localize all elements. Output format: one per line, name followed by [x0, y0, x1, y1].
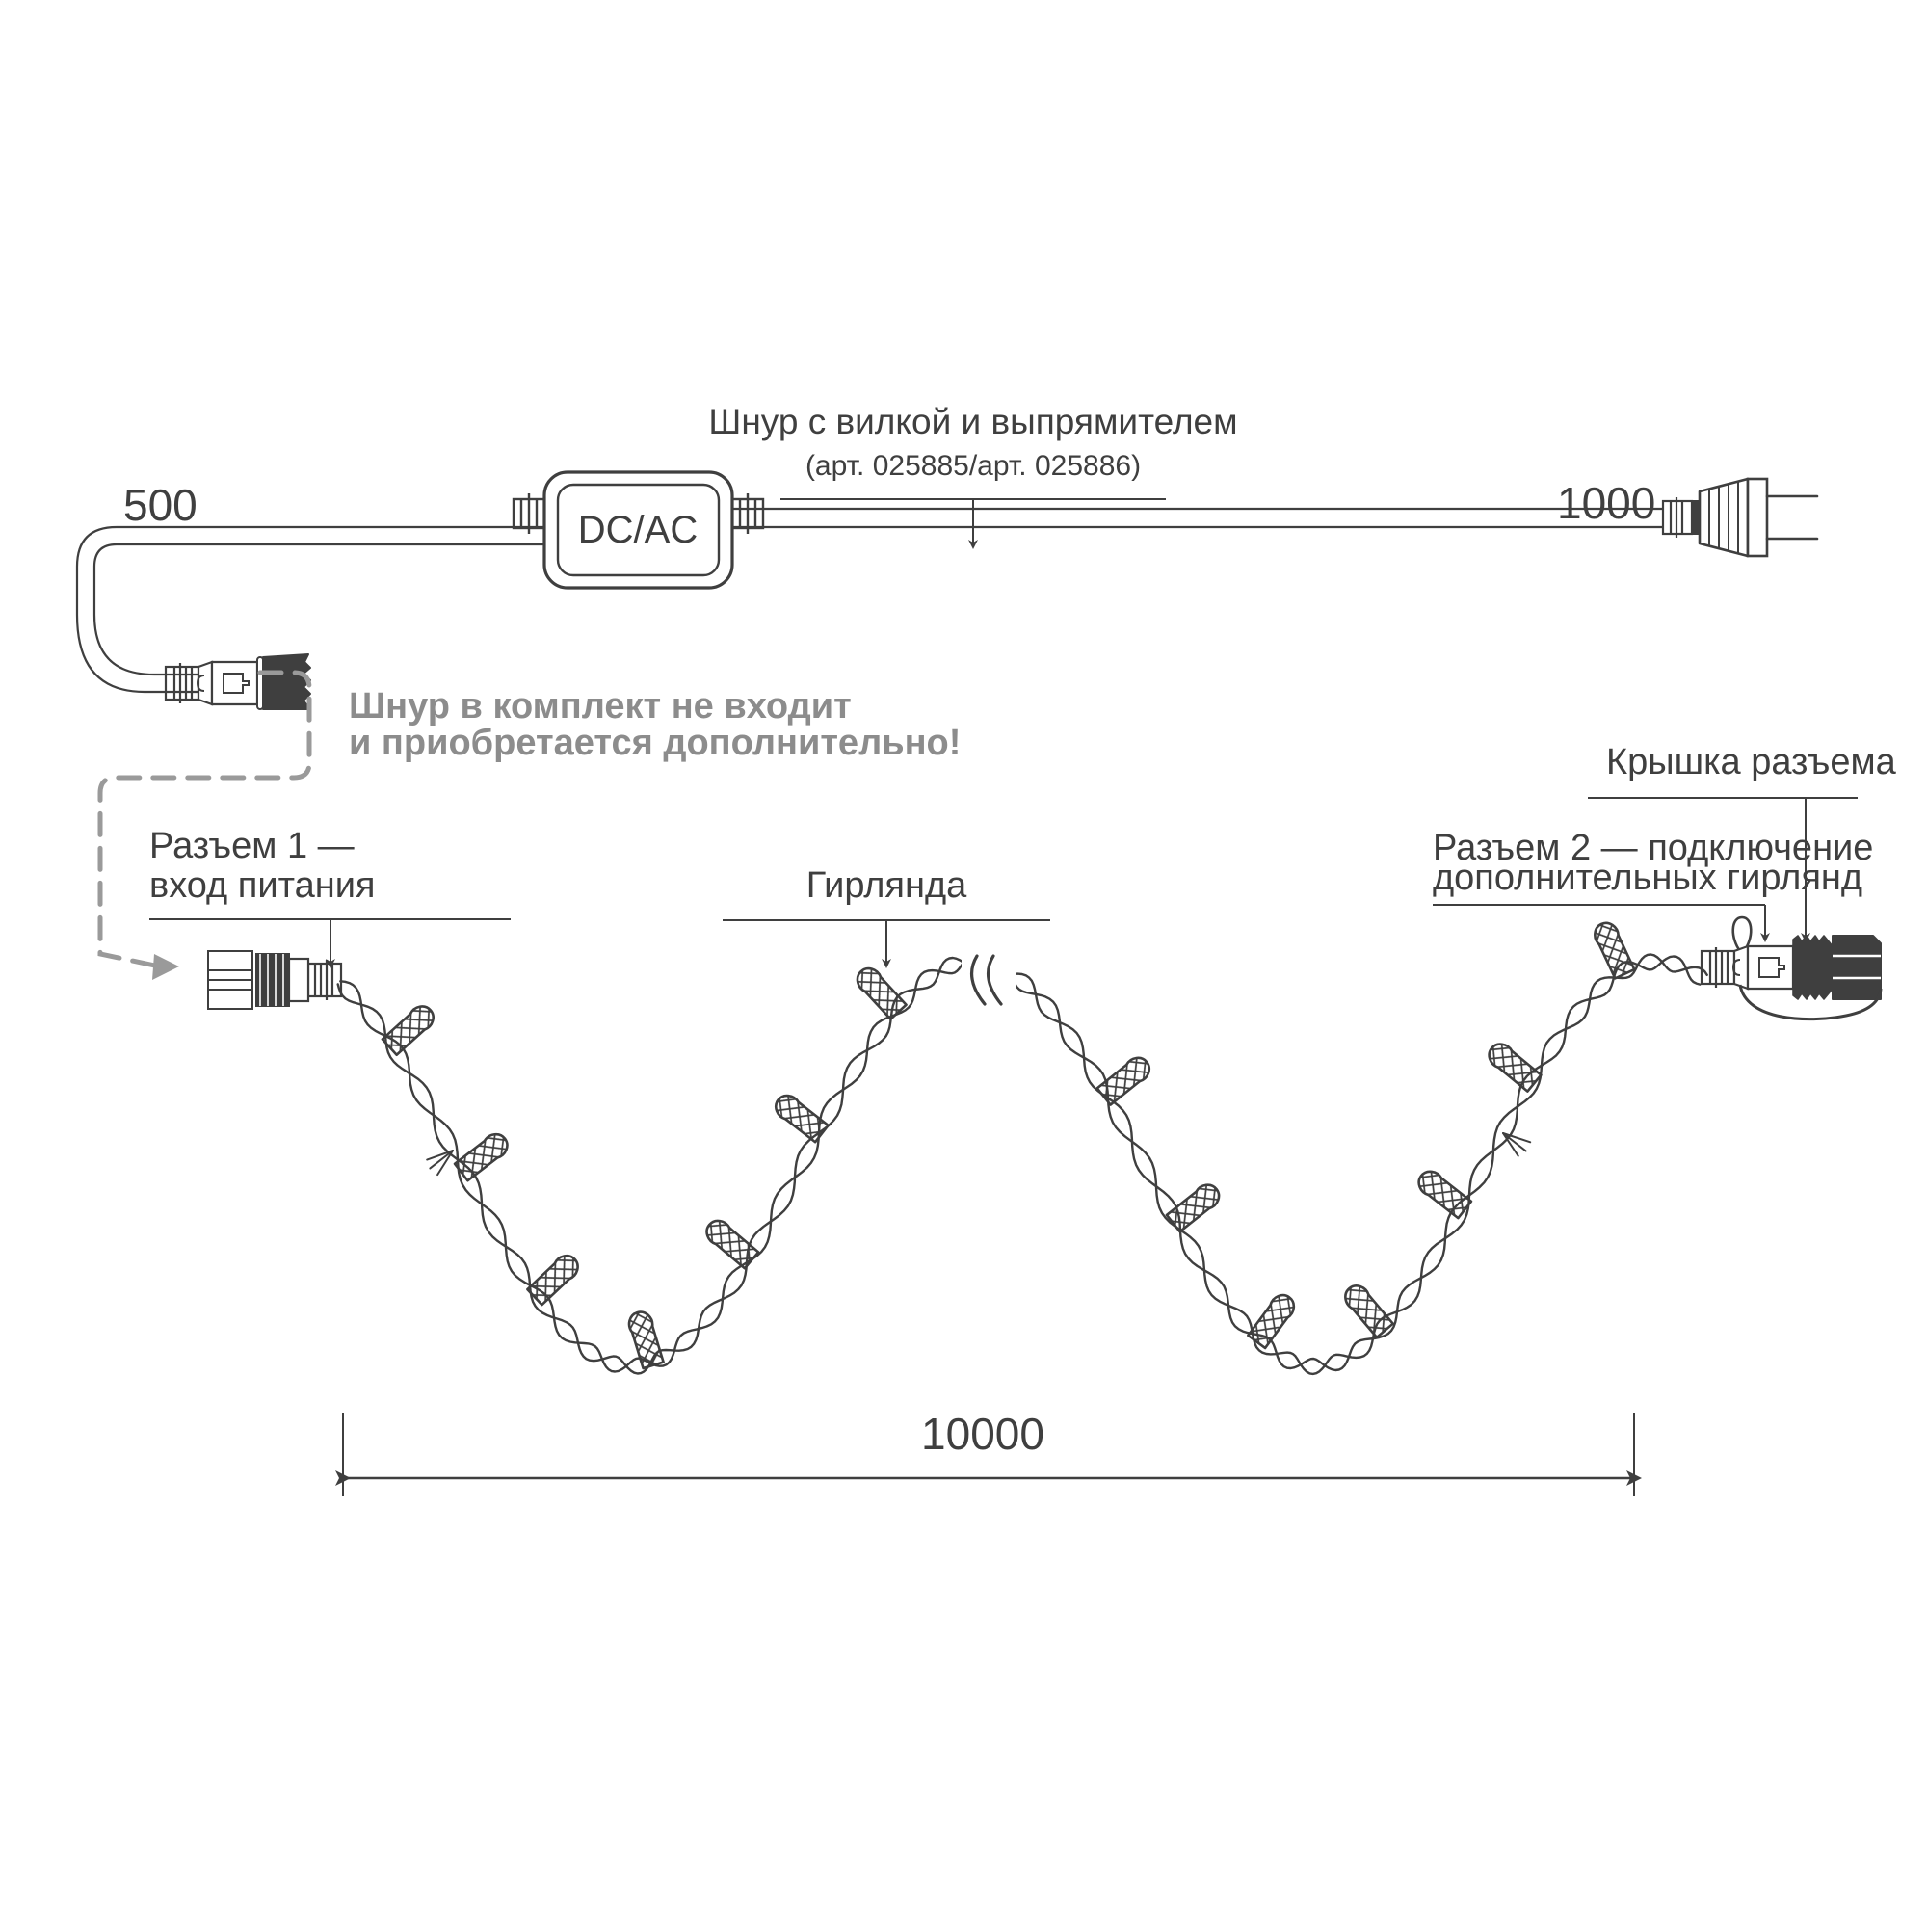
svg-text:Гирлянда: Гирлянда	[806, 865, 967, 906]
svg-text:Шнур в комплект не входит: Шнур в комплект не входит	[349, 686, 852, 727]
svg-text:и приобретается дополнительно!: и приобретается дополнительно!	[349, 723, 961, 763]
svg-text:10000: 10000	[921, 1409, 1044, 1459]
svg-text:дополнительных гирлянд: дополнительных гирлянд	[1433, 858, 1862, 898]
svg-text:(арт. 025885/арт. 025886): (арт. 025885/арт. 025886)	[805, 450, 1141, 482]
svg-text:Разъем 1 —: Разъем 1 —	[149, 826, 355, 866]
svg-text:1000: 1000	[1557, 478, 1655, 528]
svg-text:500: 500	[123, 480, 198, 530]
svg-text:вход питания: вход питания	[149, 865, 376, 906]
svg-text:Шнур с вилкой и выпрямителем: Шнур с вилкой и выпрямителем	[708, 402, 1237, 441]
svg-text:DC/AC: DC/AC	[578, 509, 698, 551]
svg-text:Крышка разъема: Крышка разъема	[1606, 742, 1897, 782]
